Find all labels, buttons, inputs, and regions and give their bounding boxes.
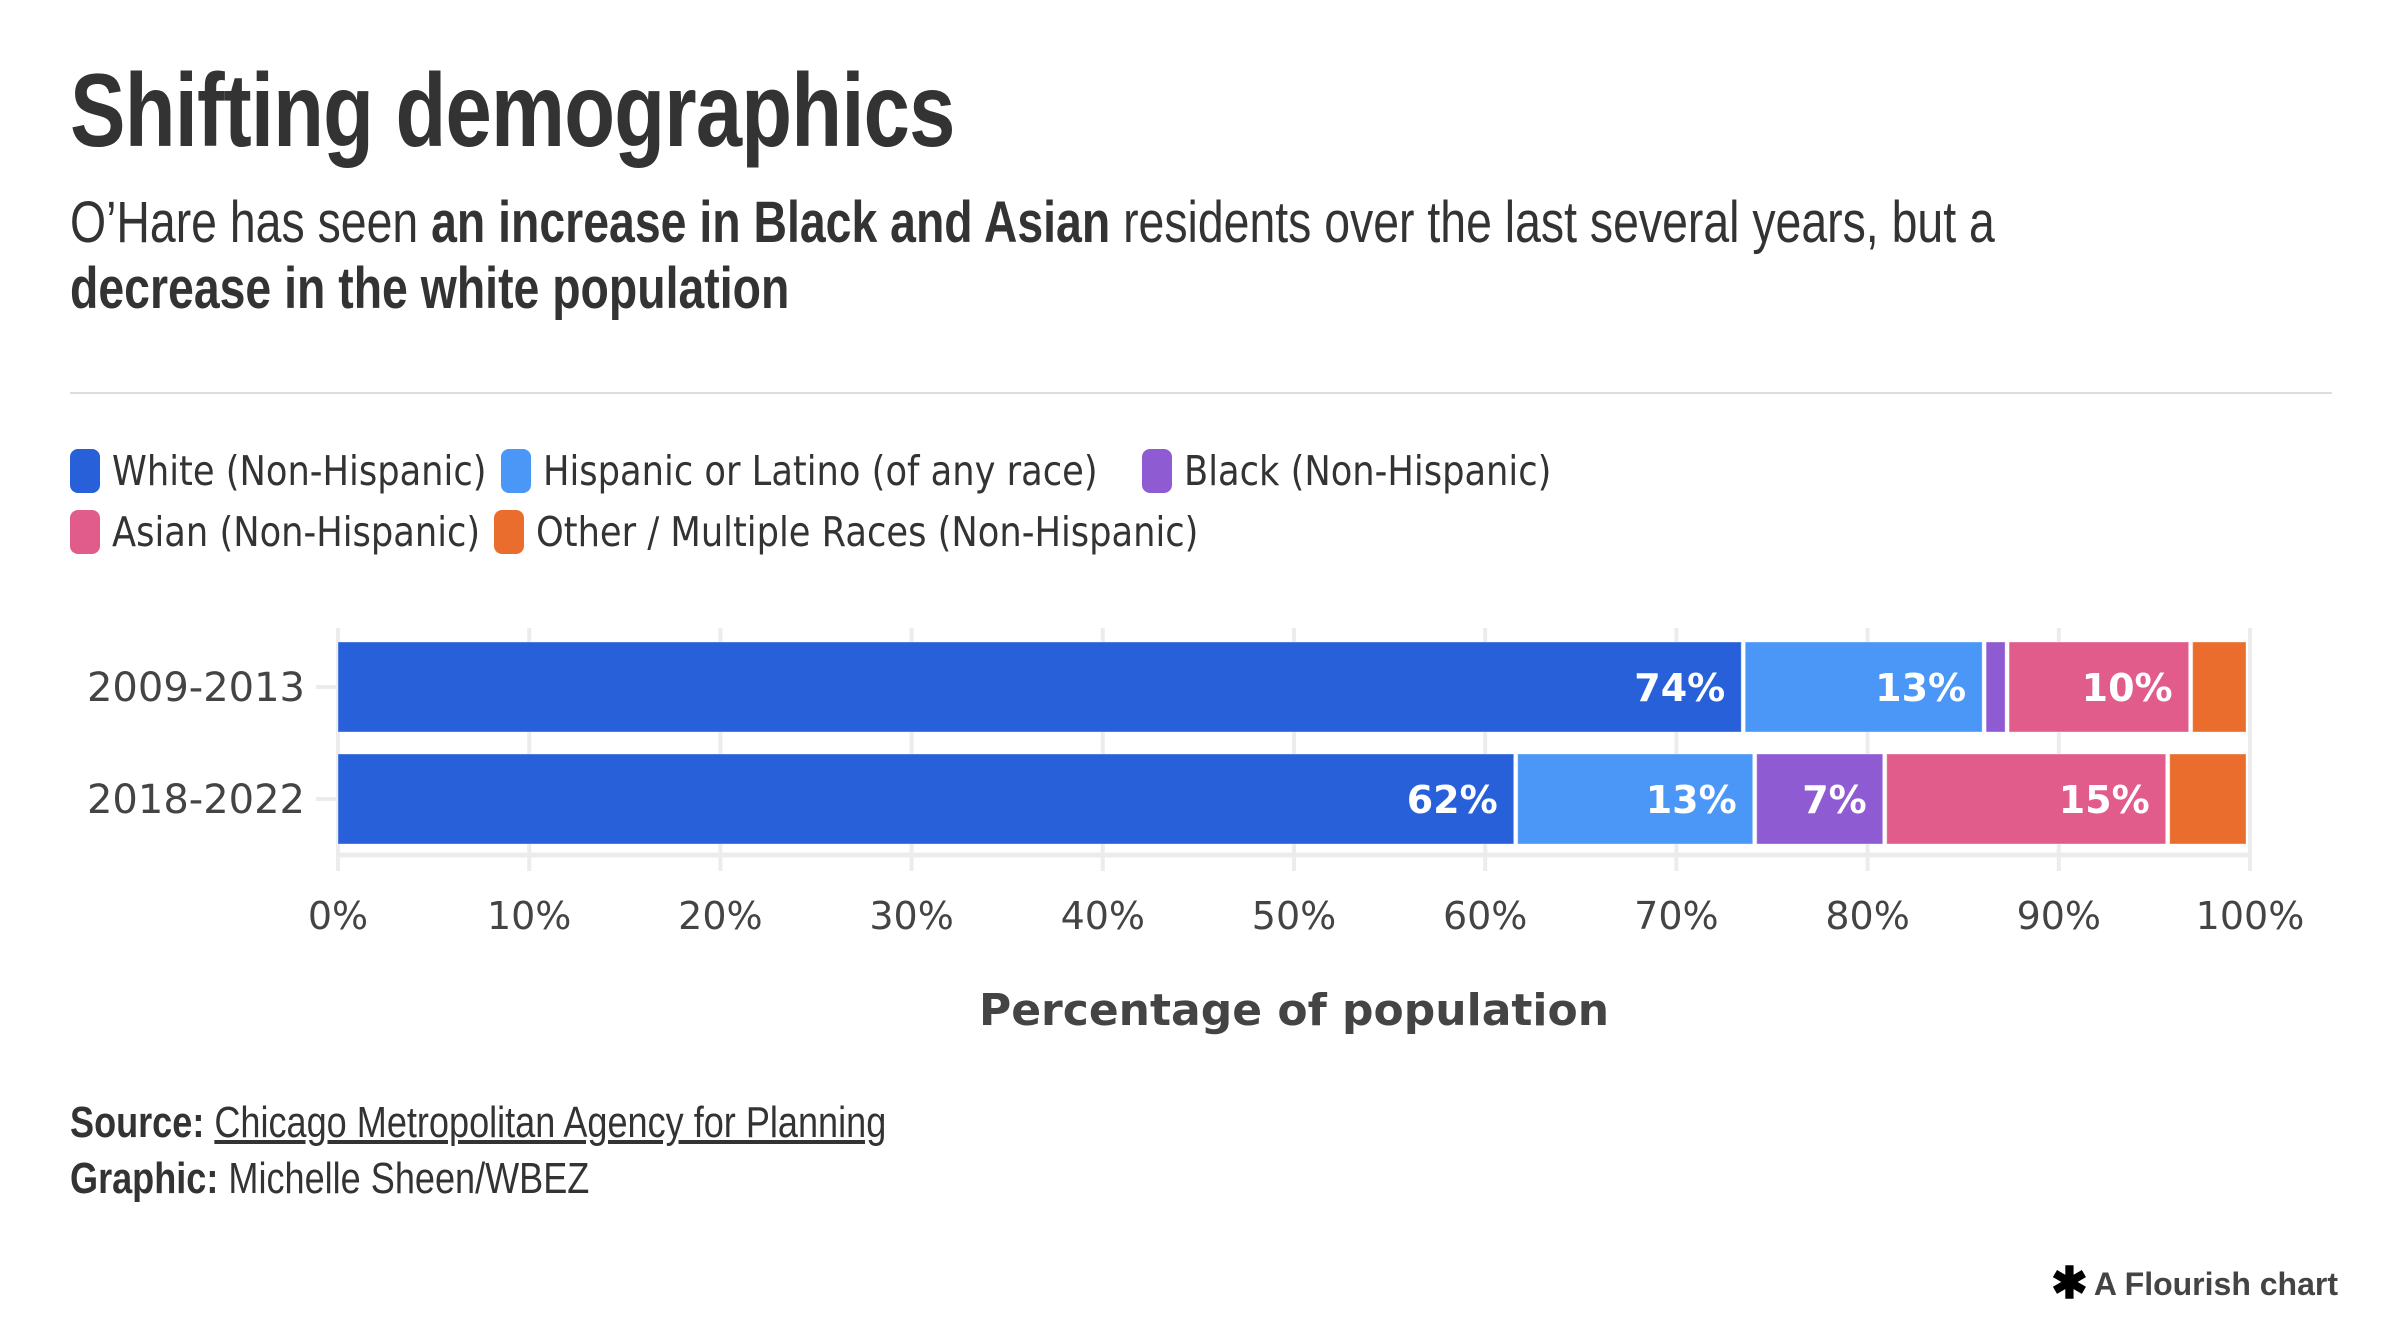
legend: White (Non-Hispanic) Hispanic or Latino … [70, 440, 2370, 562]
legend-swatch-asian [70, 509, 100, 554]
legend-item-asian[interactable]: Asian (Non-Hispanic) [70, 508, 480, 556]
chart-subtitle: O’Hare has seen an increase in Black and… [70, 190, 2310, 322]
data-label: 10% [2082, 666, 2173, 710]
x-tick-label: 20% [678, 894, 762, 938]
legend-row: Asian (Non-Hispanic) Other / Multiple Ra… [70, 501, 2370, 562]
chart-title: Shifting demographics [70, 53, 955, 169]
x-tick-label: 100% [2196, 894, 2305, 938]
asterisk-icon: ✱ [2050, 1259, 2088, 1308]
x-tick-label: 50% [1252, 894, 1336, 938]
legend-row: White (Non-Hispanic) Hispanic or Latino … [70, 440, 2370, 501]
legend-label: Other / Multiple Races (Non-Hispanic) [536, 507, 1199, 556]
category-label: 2018-2022 [87, 777, 305, 823]
data-label: 13% [1646, 778, 1737, 822]
category-labels: 2009-2013 2018-2022 [87, 665, 305, 823]
flourish-credit[interactable]: ✱ A Flourish chart [2051, 1262, 2338, 1306]
bar-segment [1744, 641, 1983, 733]
legend-swatch-other [494, 509, 525, 554]
legend-label: Asian (Non-Hispanic) [112, 507, 481, 556]
bar-segment [1517, 753, 1754, 845]
legend-label: White (Non-Hispanic) [112, 446, 487, 495]
footer: Source: Chicago Metropolitan Agency for … [70, 1095, 1382, 1207]
subtitle-bold-1: an increase in Black and Asian [431, 190, 1111, 255]
legend-item-black[interactable]: Black (Non-Hispanic) [1142, 446, 1552, 495]
legend-item-hispanic[interactable]: Hispanic or Latino (of any race) [501, 447, 1128, 495]
x-tick-label: 60% [1443, 894, 1527, 938]
legend-swatch-black [1142, 448, 1173, 493]
category-label: 2009-2013 [87, 665, 305, 711]
subtitle-bold-2: decrease in the white population [70, 256, 790, 321]
bar-segment [2169, 753, 2247, 845]
data-label: 62% [1407, 778, 1498, 822]
bar-segment [1985, 641, 2006, 733]
source-link[interactable]: Chicago Metropolitan Agency for Planning [214, 1098, 887, 1147]
bar-segment [1886, 753, 2167, 845]
data-label: 7% [1802, 778, 1867, 822]
legend-item-white[interactable]: White (Non-Hispanic) [70, 447, 487, 495]
bar-segment [2008, 641, 2190, 733]
x-tick-label: 90% [2017, 894, 2101, 938]
legend-label: Black (Non-Hispanic) [1184, 446, 1552, 495]
x-tick-label: 70% [1634, 894, 1718, 938]
x-tick-label: 80% [1825, 894, 1909, 938]
source-line: Source: Chicago Metropolitan Agency for … [70, 1095, 1382, 1151]
legend-swatch-white [70, 448, 100, 493]
graphic-credit: Michelle Sheen/WBEZ [228, 1154, 590, 1203]
legend-item-other[interactable]: Other / Multiple Races (Non-Hispanic) [494, 508, 1246, 556]
subtitle-text-2: residents over the last several years, b… [1110, 190, 1995, 255]
legend-swatch-hispanic [501, 448, 532, 493]
flourish-text: A Flourish chart [2093, 1265, 2338, 1302]
data-label: 74% [1634, 666, 1725, 710]
x-tick-label: 30% [869, 894, 953, 938]
bar-segment [337, 641, 1742, 733]
subtitle-text-1: O’Hare has seen [70, 190, 432, 255]
x-tick-label: 40% [1061, 894, 1145, 938]
graphic-label: Graphic: [70, 1154, 219, 1203]
bar-segment [2192, 641, 2247, 733]
data-label: 15% [2059, 778, 2150, 822]
bars: 74% 13% 10% 62% 13% 7% 15% [337, 641, 2247, 845]
graphic-line: Graphic: Michelle Sheen/WBEZ [70, 1151, 1382, 1207]
x-tick-label: 10% [487, 894, 571, 938]
bar-segment [1756, 753, 1884, 845]
stacked-bar-chart: 74% 13% 10%62% 13% 7% 15% 2009-20132018-2022 … [87, 628, 2304, 1036]
source-label: Source: [70, 1098, 205, 1147]
x-tick-labels: 0% 10% 20% 30% 40% 50% 60% 70% 80% 90% 100% [308, 894, 2304, 938]
header-divider [70, 392, 2332, 394]
legend-label: Hispanic or Latino (of any race) [543, 446, 1099, 495]
bar-segment [337, 753, 1515, 845]
data-label: 13% [1875, 666, 1966, 710]
x-axis-title: Percentage of population [979, 985, 1609, 1036]
x-tick-label: 0% [308, 894, 368, 938]
